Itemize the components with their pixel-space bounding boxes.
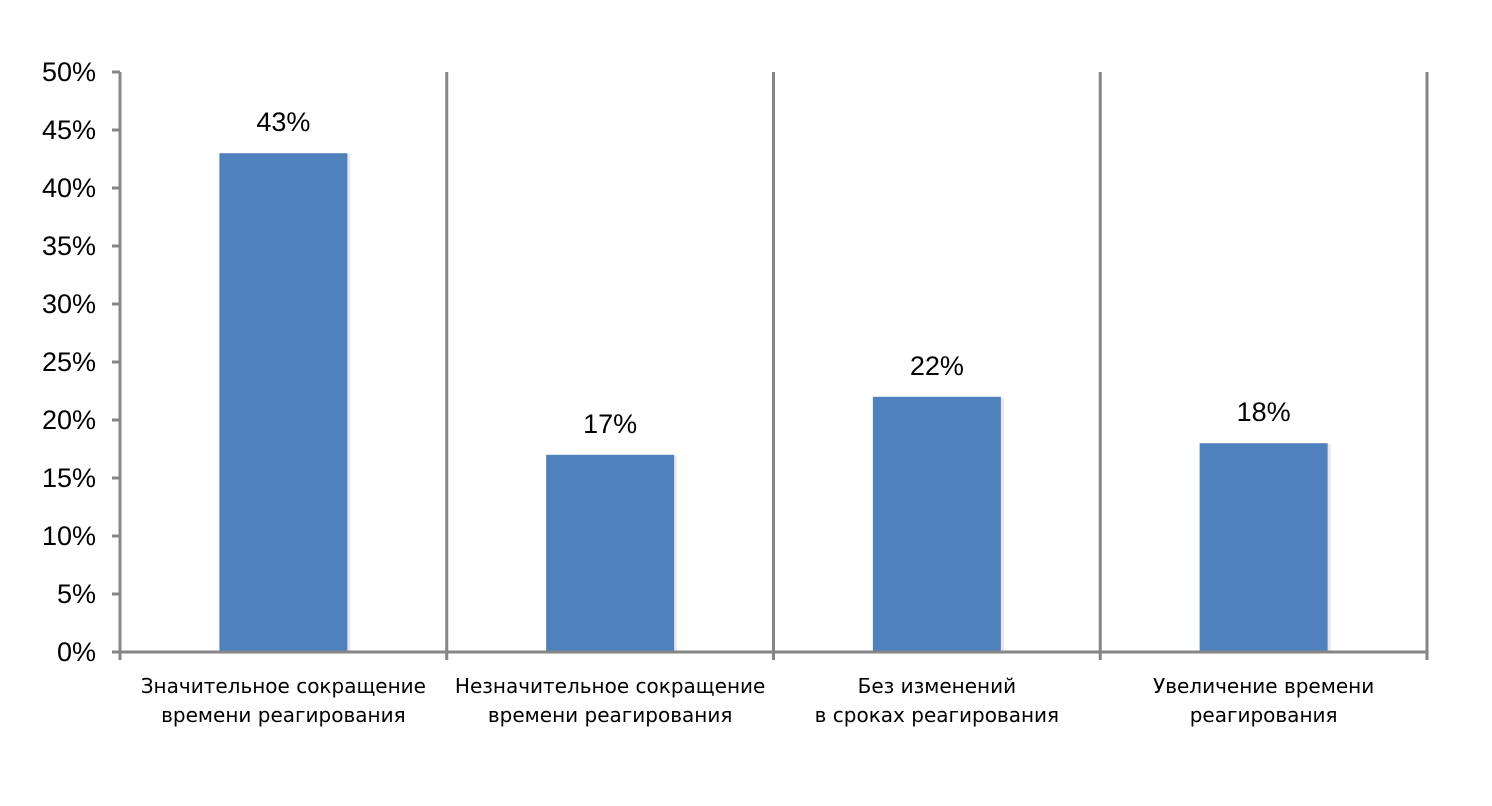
y-tick-label: 10% (42, 521, 96, 551)
y-tick-label: 25% (42, 347, 96, 377)
data-label-3: 22% (910, 351, 964, 381)
axes (112, 70, 1427, 660)
category-label-3-line-2: в сроках реагирования (815, 703, 1059, 727)
data-label-2: 17% (583, 409, 637, 439)
category-dividers (445, 72, 1429, 660)
y-tick-label: 40% (42, 173, 96, 203)
bar-1 (219, 153, 348, 652)
y-tick-label: 15% (42, 463, 96, 493)
y-tick-label: 35% (42, 231, 96, 261)
y-tick-label: 45% (42, 115, 96, 145)
data-labels: 43% 17% 22% 18% (256, 107, 1290, 439)
y-tick-label: 20% (42, 405, 96, 435)
bar-4 (1199, 443, 1328, 652)
category-label-2-line-2: времени реагирования (488, 703, 732, 727)
data-label-4: 18% (1237, 397, 1291, 427)
category-label-4-line-1: Увеличение времени (1153, 674, 1374, 698)
bars (219, 153, 1331, 652)
y-tick-label: 30% (42, 289, 96, 319)
category-label-1-line-1: Значительное сокращение (141, 674, 426, 698)
y-tick-labels: 0% 5% 10% 15% 20% 25% 30% 35% 40% 45% 50% (42, 57, 96, 667)
category-label-2-line-1: Незначительное сокращение (455, 674, 765, 698)
y-tick-label: 50% (42, 57, 96, 87)
bar-2 (546, 454, 675, 652)
category-label-1-line-2: времени реагирования (161, 703, 405, 727)
data-label-1: 43% (256, 107, 310, 137)
y-tick-label: 5% (57, 579, 96, 609)
category-labels: Значительное сокращение времени реагирова… (141, 674, 1374, 727)
category-label-4-line-2: реагирования (1190, 703, 1338, 727)
y-tick-label: 0% (57, 637, 96, 667)
category-label-3-line-1: Без изменений (858, 674, 1017, 698)
bar-3 (872, 396, 1001, 652)
